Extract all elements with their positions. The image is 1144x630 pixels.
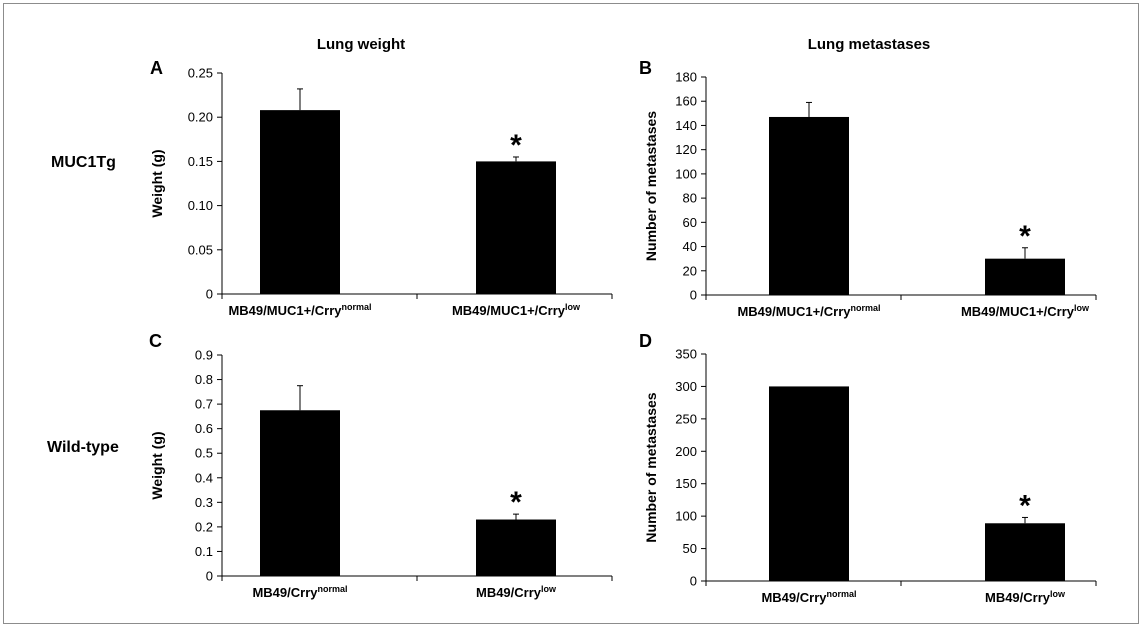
x-tick-label: MB49/MUC1+/Crrynormal <box>228 302 371 318</box>
x-tick-label: MB49/Crrylow <box>985 589 1066 605</box>
y-tick-label: 0.9 <box>195 348 213 363</box>
y-tick-label: 20 <box>683 263 697 278</box>
y-tick-label: 140 <box>675 118 697 133</box>
x-tick-label: MB49/MUC1+/Crrylow <box>961 303 1090 319</box>
panel-c-lung-weight-wild-type: C Weight (g) 0 0.1 0.2 0.3 0.4 0.5 0.6 0.7 0.8 0.9 M… <box>149 331 613 600</box>
y-tick-label: 0.3 <box>195 495 213 510</box>
y-tick-label: 0.15 <box>188 154 213 169</box>
bar <box>476 161 556 294</box>
significance-marker: * <box>1019 220 1031 253</box>
significance-marker: * <box>510 486 522 519</box>
y-tick-label: 0.20 <box>188 110 213 125</box>
y-tick-label: 0 <box>690 574 697 589</box>
y-axis-label: Weight (g) <box>149 431 165 499</box>
y-tick-label: 0.25 <box>188 66 213 81</box>
row-label-muc1tg: MUC1Tg <box>51 154 116 171</box>
y-tick-label: 0.4 <box>195 470 213 485</box>
y-tick-label: 150 <box>675 476 697 491</box>
bar <box>476 519 556 576</box>
y-tick-label: 0.1 <box>195 544 213 559</box>
significance-marker: * <box>510 129 522 162</box>
y-tick-label: 350 <box>675 347 697 362</box>
y-tick-label: 250 <box>675 411 697 426</box>
y-tick-label: 120 <box>675 142 697 157</box>
y-tick-label: 0 <box>206 569 213 584</box>
y-tick-label: 100 <box>675 509 697 524</box>
y-tick-label: 180 <box>675 70 697 85</box>
y-tick-label: 300 <box>675 379 697 394</box>
significance-marker: * <box>1019 489 1031 522</box>
x-tick-label: MB49/Crrynormal <box>761 589 856 605</box>
panel-label: B <box>639 58 652 78</box>
row-label-wild-type: Wild-type <box>47 439 119 456</box>
bar <box>260 410 340 576</box>
y-tick-label: 50 <box>683 541 697 556</box>
x-tick-label: MB49/Crrynormal <box>252 584 347 600</box>
y-tick-label: 160 <box>675 94 697 109</box>
x-tick-label: MB49/MUC1+/Crrylow <box>452 302 581 318</box>
y-axis-label: Number of metastases <box>643 111 659 261</box>
panel-label: D <box>639 331 652 351</box>
bar <box>769 386 849 581</box>
figure-frame: Lung weight Lung metastases MUC1Tg Wild-… <box>3 3 1139 624</box>
y-tick-label: 0.8 <box>195 372 213 387</box>
x-tick-label: MB49/MUC1+/Crrynormal <box>737 303 880 319</box>
x-tick-label: MB49/Crrylow <box>476 584 557 600</box>
panel-a-lung-weight-muc1tg: A Weight (g) 0 0.05 0.10 0.15 0.20 0.25 MB49/MUC… <box>149 58 613 318</box>
y-tick-label: 0.2 <box>195 519 213 534</box>
panel-label: C <box>149 331 162 351</box>
y-tick-label: 80 <box>683 191 697 206</box>
figure-canvas: Lung weight Lung metastases MUC1Tg Wild-… <box>47 36 1097 605</box>
column-title-lung-metastases: Lung metastases <box>808 36 931 53</box>
panel-label: A <box>150 58 163 78</box>
bar <box>985 258 1065 295</box>
y-axis-label: Weight (g) <box>149 149 165 217</box>
y-tick-label: 40 <box>683 239 697 254</box>
y-tick-label: 0 <box>206 287 213 302</box>
y-tick-label: 200 <box>675 444 697 459</box>
y-axis-label: Number of metastases <box>643 392 659 542</box>
bar <box>769 116 849 295</box>
column-title-lung-weight: Lung weight <box>317 36 405 53</box>
y-tick-label: 100 <box>675 166 697 181</box>
y-tick-label: 60 <box>683 215 697 230</box>
y-tick-label: 0 <box>690 288 697 303</box>
y-tick-label: 0.10 <box>188 198 213 213</box>
y-tick-label: 0.7 <box>195 397 213 412</box>
y-tick-label: 0.5 <box>195 446 213 461</box>
bar <box>985 523 1065 581</box>
y-tick-label: 0.6 <box>195 421 213 436</box>
panel-b-lung-metastases-muc1tg: B Number of metastases 0 20 40 60 80 100 120 140 1… <box>639 58 1097 319</box>
panel-d-lung-metastases-wild-type: D Number of metastases 0 50 100 150 200 250 300 3… <box>639 331 1097 605</box>
bar <box>260 110 340 295</box>
y-tick-label: 0.05 <box>188 242 213 257</box>
